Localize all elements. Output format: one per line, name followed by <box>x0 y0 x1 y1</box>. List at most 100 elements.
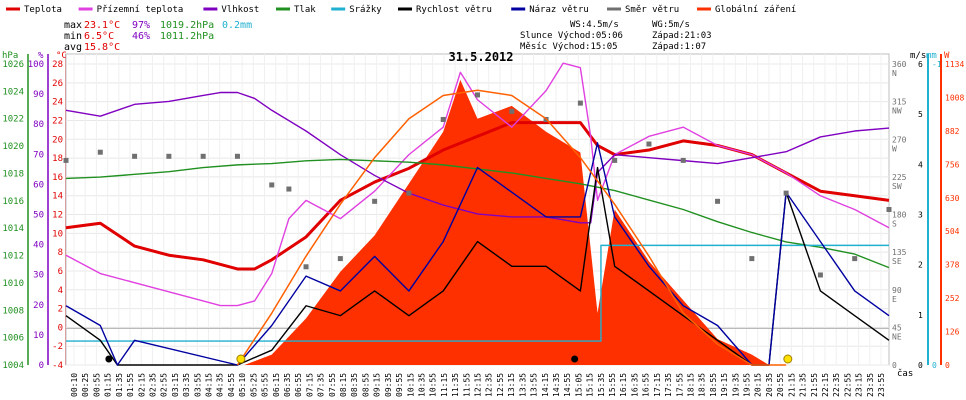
axis-tick-mm: 0 <box>932 361 937 370</box>
x-tick-label: 13:35 <box>518 373 527 397</box>
axis-tick-dir: 315 <box>892 98 907 107</box>
wind-dir-point <box>269 182 275 188</box>
unit-cas: čas <box>897 368 913 379</box>
info-block: WS:4.5m/s WG:5m/s Slunce Východ:05:06 Zá… <box>520 20 712 52</box>
axis-tick-dir: NW <box>892 107 902 116</box>
x-tick-label: 20:15 <box>754 373 763 397</box>
x-tick-label: 06:35 <box>283 373 292 397</box>
axis-tick-degc: 22 <box>52 116 63 126</box>
wind-dir-point <box>97 149 103 155</box>
series-line-srazky <box>66 244 889 342</box>
moon-marker <box>105 355 113 363</box>
axis-tick-pct: 40 <box>33 241 44 251</box>
axis-tick-ms: 0 <box>918 361 923 370</box>
x-tick-label: 17:15 <box>653 373 662 397</box>
x-tick-label: 18:35 <box>698 373 707 397</box>
stats-min-hum: 46% <box>132 31 150 42</box>
axis-tick-degc: 18 <box>52 154 63 164</box>
axis-tick-pct: 80 <box>33 120 44 130</box>
axis-tick-degc: 16 <box>52 173 63 183</box>
wind-dir-point <box>337 256 343 262</box>
series-line-prizemni-teplota <box>65 62 890 307</box>
axis-tick-wm: 1134 <box>945 60 964 69</box>
axis-tick-degc: 8 <box>58 248 63 258</box>
axis-tick-wm: 378 <box>945 261 960 270</box>
wind-dir-point <box>166 153 172 159</box>
wind-dir-point <box>234 153 240 159</box>
wind-dir-point <box>680 157 686 163</box>
x-tick-label: 05:10 <box>238 373 247 397</box>
x-tick-label: 00:10 <box>70 373 79 397</box>
axis-tick-degc: 10 <box>52 229 63 239</box>
axis-tick-dir: SW <box>892 182 902 191</box>
info-mesic: Měsíc Východ:15:05 <box>520 42 618 52</box>
axis-tick-hpa: 1014 <box>2 224 24 234</box>
x-tick-label: 04:35 <box>216 373 225 397</box>
x-tick-label: 03:55 <box>193 373 202 397</box>
axis-tick-pct: 30 <box>33 271 44 281</box>
axis-tick-hpa: 1024 <box>2 87 24 97</box>
axis-tick-degc: 26 <box>52 79 63 89</box>
unit-pct: % <box>38 51 44 61</box>
x-tick-label: 10:15 <box>406 373 415 397</box>
stats-avg-temp: 15.8°C <box>84 42 120 53</box>
axis-tick-dir: 45 <box>892 323 902 332</box>
legend-label-zareni: Globální záření <box>715 5 796 15</box>
legend-label-srazky: Srážky <box>349 5 382 15</box>
x-tick-label: 09:35 <box>384 373 393 397</box>
legend-label-vlhkost: Vlhkost <box>221 5 259 15</box>
x-tick-label: 12:15 <box>474 373 483 397</box>
axis-tick-hpa: 1004 <box>2 361 24 371</box>
unit-mm: mm <box>926 51 937 61</box>
series-line-teoreticke-zareni <box>236 89 787 366</box>
x-tick-label: 04:55 <box>227 373 236 397</box>
axis-tick-wm: 126 <box>945 328 960 337</box>
axis-tick-degc: 12 <box>52 211 63 221</box>
axis-tick-pct: 10 <box>33 331 44 341</box>
axis-tick-pct: 50 <box>33 211 44 221</box>
stats-min-label: min <box>64 31 82 42</box>
legend-label-naraz: Náraz větru <box>529 5 589 15</box>
x-tick-label: 15:15 <box>586 373 595 397</box>
x-tick-label: 12:55 <box>496 373 505 397</box>
axis-tick-dir: NE <box>892 332 902 341</box>
legend-label-smer: Směr větru <box>625 5 679 15</box>
x-tick-label: 08:55 <box>361 373 370 397</box>
x-tick-label: 01:55 <box>126 373 135 397</box>
x-tick-label: 07:15 <box>305 373 314 397</box>
axis-tick-degc: 14 <box>52 192 63 202</box>
unit-degc: °C <box>56 51 67 61</box>
stats-max-hum: 97% <box>132 20 150 31</box>
x-tick-label: 06:15 <box>272 373 281 397</box>
axis-tick-hpa: 1010 <box>2 279 24 289</box>
axis-tick-pct: 90 <box>33 90 44 100</box>
x-tick-label: 11:55 <box>462 373 471 397</box>
wind-dir-point <box>577 100 583 106</box>
x-tick-label: 21:55 <box>810 373 819 397</box>
axis-tick-wm: 252 <box>945 294 960 303</box>
x-tick-label: 02:35 <box>148 373 157 397</box>
x-tick-label: 21:15 <box>787 373 796 397</box>
x-tick-label: 12:35 <box>485 373 494 397</box>
axis-tick-degc: -2 <box>52 342 63 352</box>
info-mesic-zapad: Západ:1:07 <box>652 42 706 52</box>
axis-tick-pct: 100 <box>28 60 44 70</box>
axis-tick-wm: 756 <box>945 160 960 169</box>
legend-label-rychlost: Rychlost větru <box>416 5 492 15</box>
axis-tick-wm: 504 <box>945 227 960 236</box>
left-axes: 1026102410221020101810161014101210101008… <box>2 54 67 371</box>
series-area-globalni-zareni <box>66 79 889 366</box>
wind-dir-point <box>783 190 789 196</box>
x-axis-ticks: 00:10 00:25 00:55 01:15 01:35 01:55 02:15 02:35… <box>70 373 886 397</box>
legend-label-teplota: Teplota <box>24 5 62 15</box>
x-tick-label: 01:35 <box>115 373 124 397</box>
x-tick-label: 22:55 <box>843 373 852 397</box>
axis-tick-ms: 2 <box>918 261 923 270</box>
axis-tick-hpa: 1008 <box>2 306 24 316</box>
wind-dir-point <box>817 272 823 278</box>
x-tick-label: 14:35 <box>552 373 561 397</box>
wind-dir-point <box>200 153 206 159</box>
info-wg: WG:5m/s <box>652 20 690 30</box>
wind-dir-point <box>406 190 412 196</box>
